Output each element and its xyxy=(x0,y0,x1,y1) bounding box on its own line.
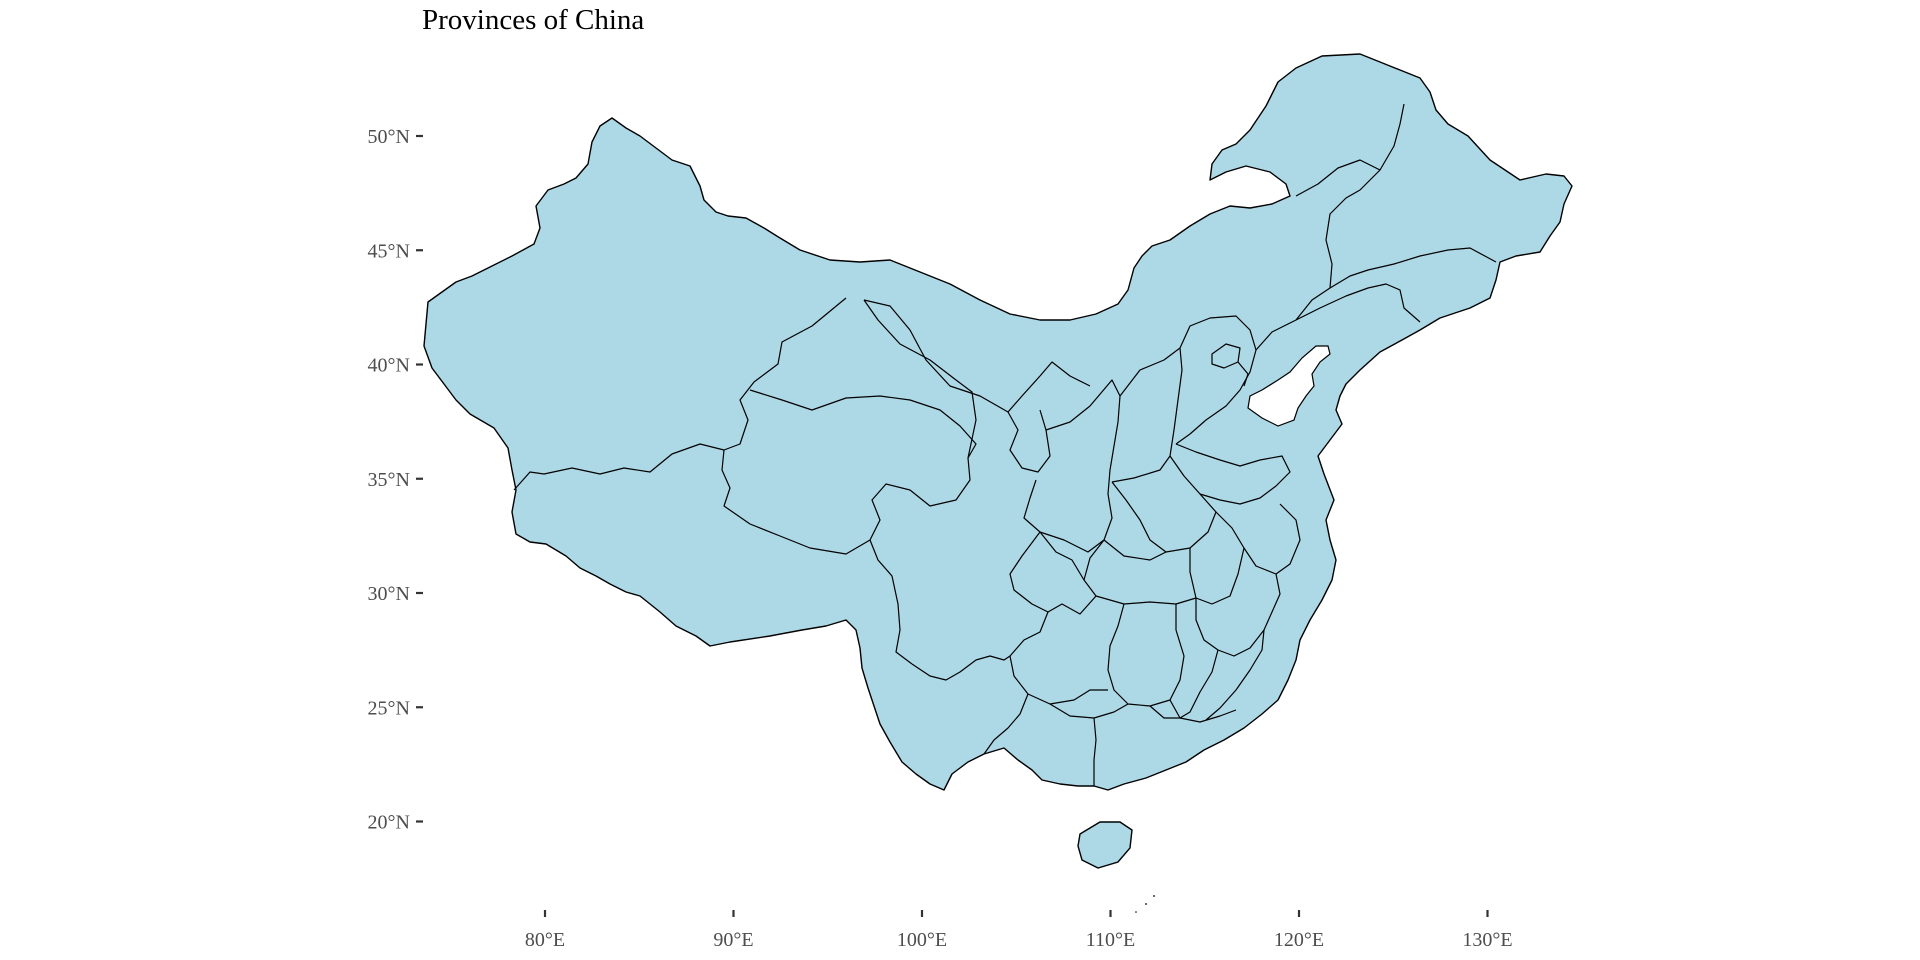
lat-tick-label: 45°N xyxy=(368,240,410,262)
lon-tick-label: 120°E xyxy=(1274,929,1324,951)
bohai-sea xyxy=(1247,345,1331,427)
lat-tick-label: 35°N xyxy=(368,469,410,491)
lon-tick-label: 110°E xyxy=(1086,929,1135,951)
lat-tick-label: 50°N xyxy=(368,126,410,148)
lon-tick-label: 100°E xyxy=(897,929,947,951)
longitude-axis: 80°E 90°E 100°E 110°E 120°E 130°E xyxy=(525,910,1513,951)
island-dot xyxy=(1135,911,1137,913)
province-borders xyxy=(513,103,1497,786)
lon-tick-label: 130°E xyxy=(1462,929,1512,951)
lon-tick-label: 80°E xyxy=(525,929,565,951)
china-outline xyxy=(423,53,1573,791)
island-dot xyxy=(1145,903,1147,905)
lon-tick-label: 90°E xyxy=(713,929,753,951)
lat-tick-label: 30°N xyxy=(368,583,410,605)
lat-tick-label: 25°N xyxy=(368,697,410,719)
latitude-axis: 50°N 45°N 40°N 35°N 30°N 25°N 20°N xyxy=(368,126,423,834)
map-title: Provinces of China xyxy=(422,4,645,36)
hainan-island xyxy=(1077,821,1133,869)
lat-tick-label: 20°N xyxy=(368,812,410,834)
island-dot xyxy=(1153,895,1155,897)
lat-tick-label: 40°N xyxy=(368,355,410,377)
